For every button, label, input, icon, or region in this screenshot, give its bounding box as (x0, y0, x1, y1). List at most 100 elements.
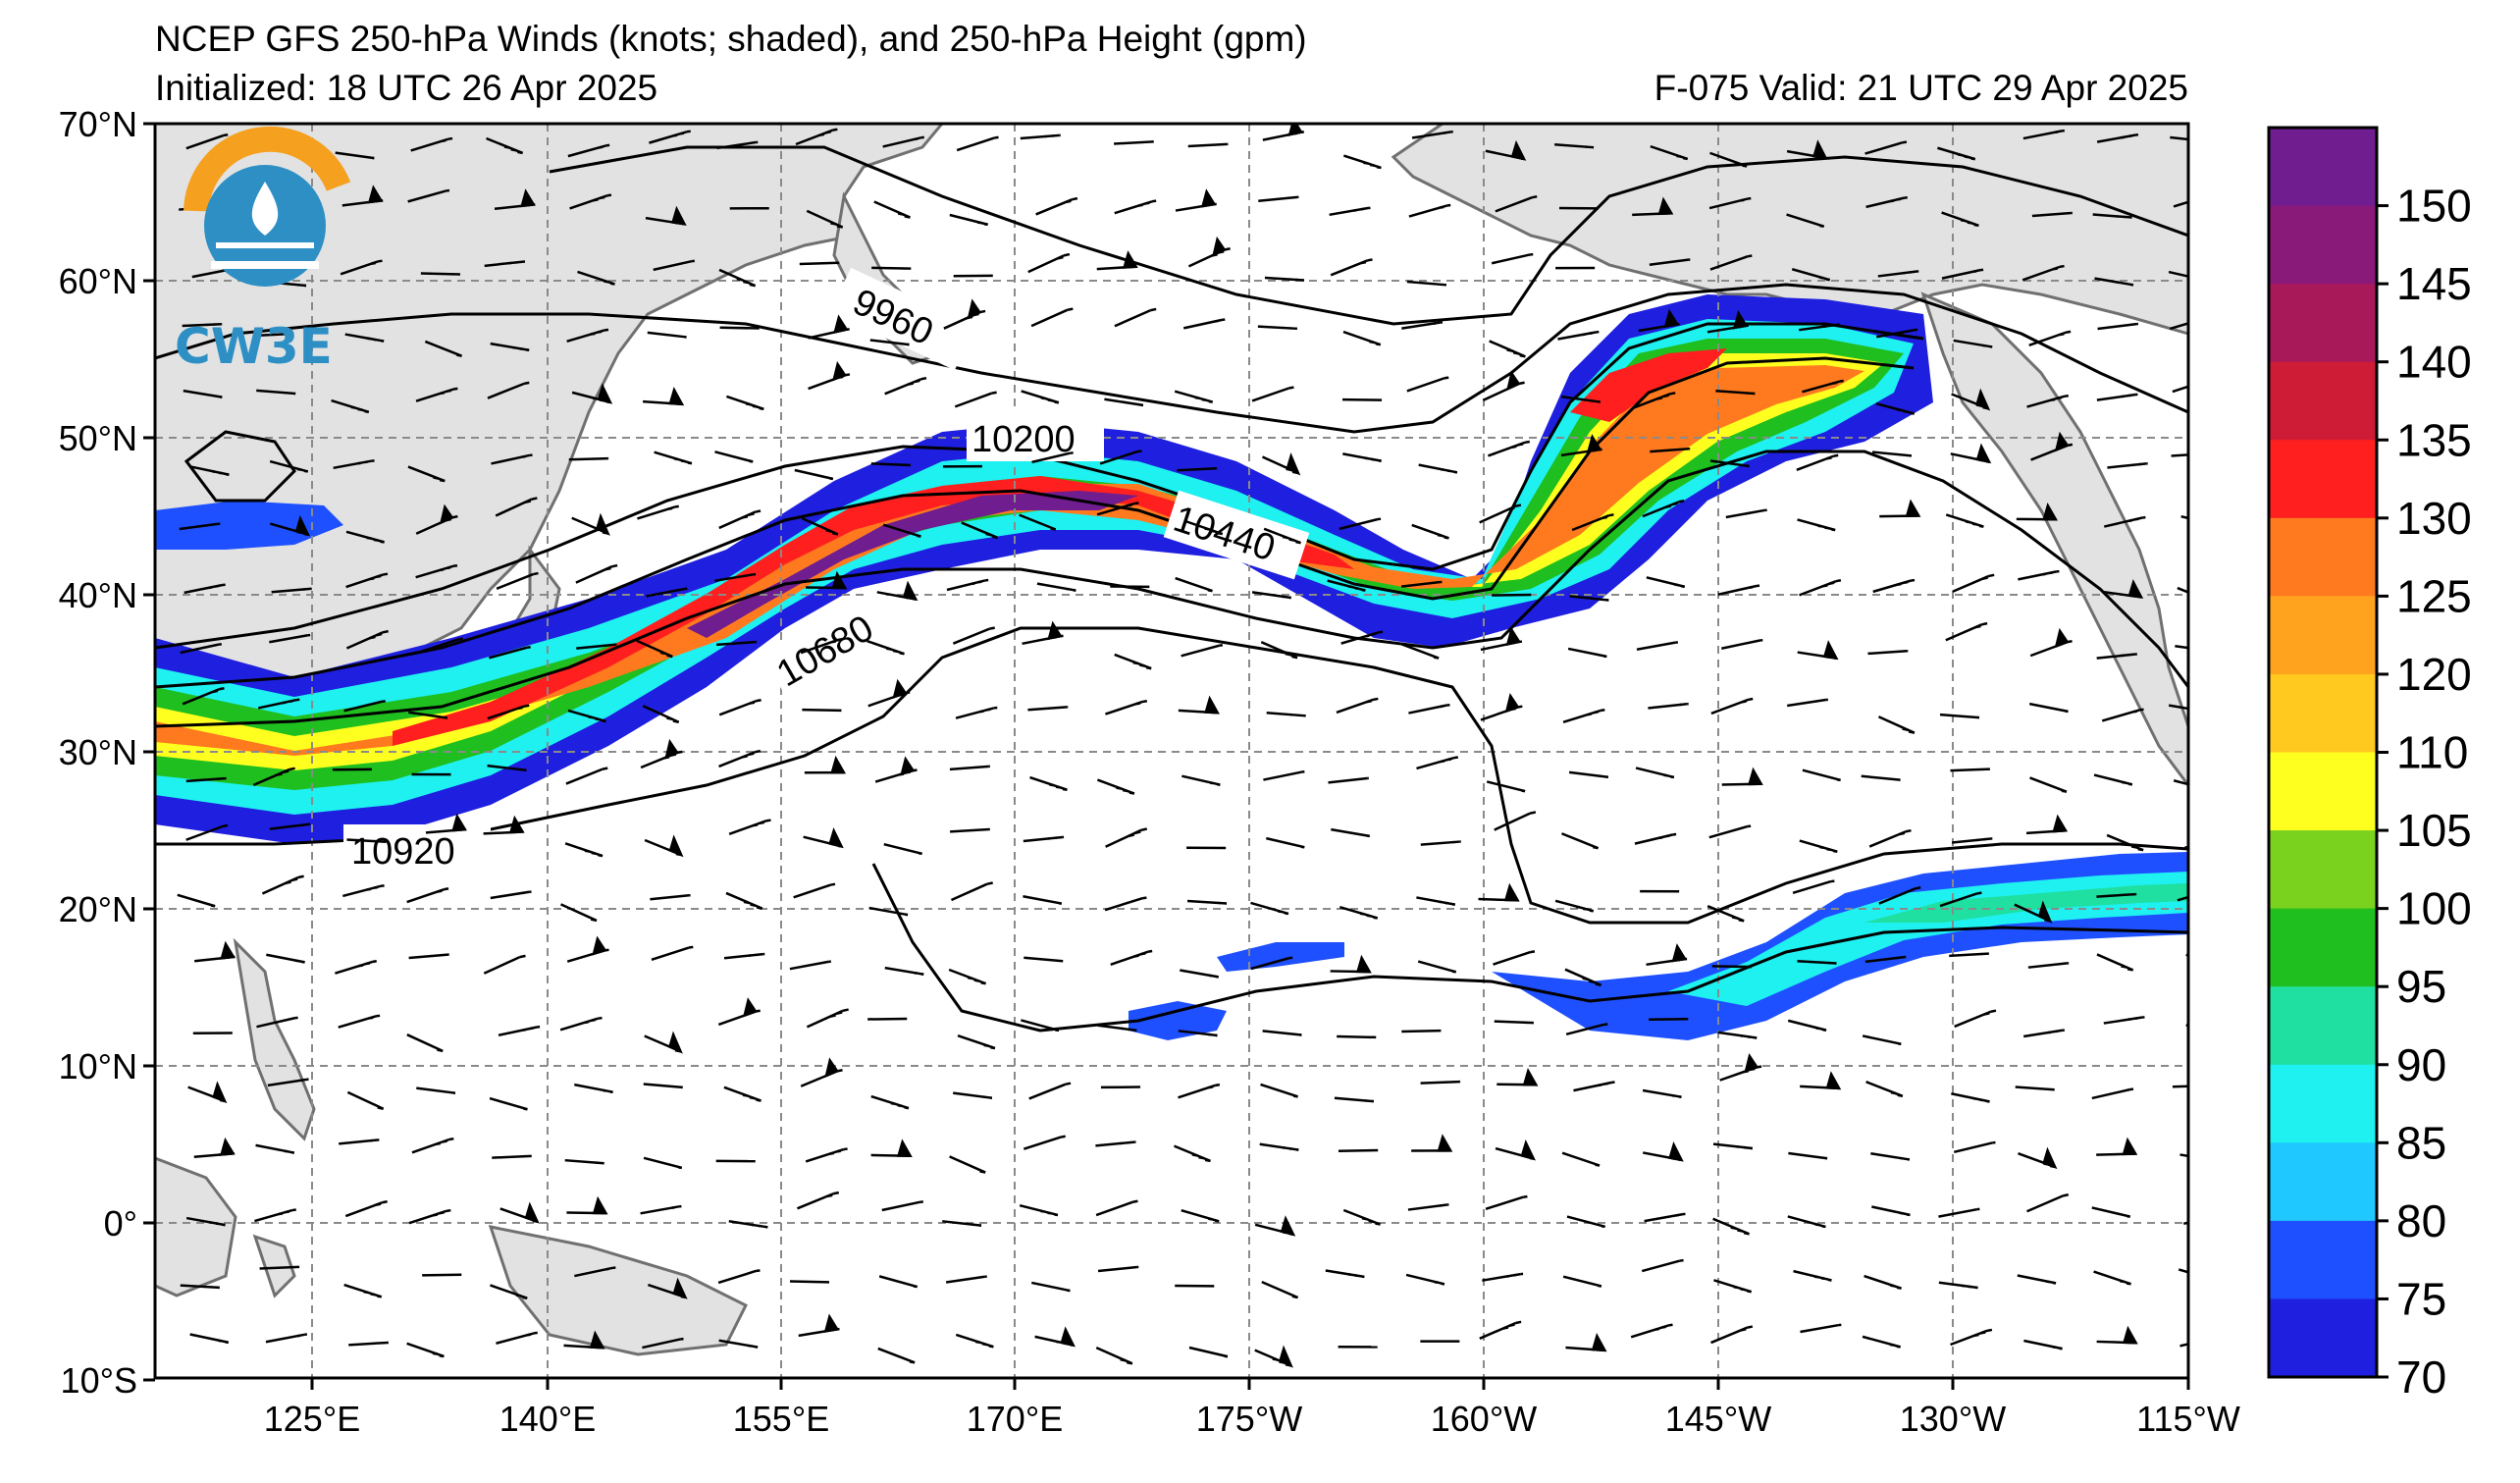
wind-barb (797, 1191, 840, 1210)
wind-barbs (177, 124, 2188, 1368)
wind-barb (1416, 896, 1455, 906)
wind-barb (1871, 450, 1912, 457)
lat-label: 10°N (59, 1046, 137, 1086)
wind-barb (1646, 943, 1688, 967)
wind-barb (1342, 330, 1382, 346)
map-area: 9960 10200 10440 10680 10920 (155, 124, 2188, 1378)
colorbar-swatch (2269, 752, 2377, 831)
contour-9960 (549, 145, 2188, 326)
wind-barb (2091, 1206, 2130, 1218)
wind-barb (566, 935, 609, 963)
graticule (155, 124, 2188, 1378)
wind-barb (723, 952, 765, 960)
wind-barb (1401, 321, 1444, 330)
wind-barb (1329, 206, 1371, 217)
wind-barb (257, 698, 300, 710)
wind-barb (1562, 709, 1605, 723)
wind-barb (1260, 641, 1298, 660)
wind-barb (1411, 1134, 1453, 1152)
wind-barb (1646, 576, 1686, 588)
wind-barb (1952, 573, 1995, 593)
wind-barb (340, 259, 383, 276)
wind-barb (949, 1155, 986, 1174)
wind-barb (718, 699, 761, 716)
wind-barb (1938, 1207, 1980, 1218)
wind-barb (1951, 388, 1991, 411)
wind-barb (2028, 330, 2072, 347)
wind-barb (1949, 952, 1989, 958)
contour-loop-west (184, 430, 296, 503)
wind-barb (1862, 1335, 1901, 1349)
colorbar-label: 95 (2396, 961, 2446, 1012)
wind-barb (1796, 453, 1839, 471)
contour-10680 (155, 450, 2188, 728)
initialized-time: Initialized: 18 UTC 26 Apr 2025 (155, 68, 658, 108)
wind-barb (1710, 697, 1754, 715)
wind-barb (1175, 188, 1217, 212)
wind-barb (1709, 254, 1753, 271)
wind-barb (1799, 323, 1840, 332)
wind-barb (1258, 195, 1299, 202)
jet-core-red-alaska (1570, 348, 1727, 422)
wind-barb (950, 881, 993, 902)
wind-barb (1327, 579, 1366, 592)
wind-barb (1328, 776, 1369, 784)
wind-barb (1636, 641, 1678, 652)
wind-barb (793, 882, 836, 899)
wind-barb (2023, 1339, 2063, 1351)
wind-barb (1336, 697, 1379, 715)
wind-barb (345, 629, 389, 650)
wind-barb (1642, 1088, 1682, 1098)
wind-barb (1706, 310, 1749, 334)
wind-barb (189, 465, 230, 476)
wind-barb (2178, 1268, 2188, 1274)
wind-barb (189, 1333, 230, 1344)
wind-barb (1937, 146, 1976, 161)
wind-barb (266, 953, 305, 964)
wind-barb (2171, 453, 2188, 457)
wind-barb (559, 1016, 603, 1032)
wind-barb (1642, 1141, 1684, 1162)
wind-barb (728, 819, 771, 835)
wind-barb (2021, 264, 2065, 282)
wind-barb (1864, 955, 1907, 964)
wind-barb (1188, 1346, 1229, 1358)
wind-barb (1027, 252, 1071, 274)
wind-barb (567, 709, 606, 723)
wind-barb (1877, 270, 1919, 278)
wind-barb (884, 966, 924, 976)
wind-barb (410, 136, 453, 152)
wind-barb (1401, 643, 1440, 660)
contour-10920 (155, 626, 2188, 925)
lon-label: 155°E (733, 1399, 829, 1439)
wind-barb (1325, 1269, 1365, 1279)
wind-barb (878, 1275, 919, 1289)
wind-barb (1638, 308, 1680, 333)
wind-barb (1342, 1208, 1382, 1226)
wind-barb (1642, 500, 1685, 518)
wind-barb (1495, 1139, 1536, 1161)
wind-barb (1633, 392, 1676, 409)
colorbar-swatch (2269, 517, 2377, 597)
wind-barb (806, 570, 848, 590)
wind-barb (564, 842, 604, 858)
wind-barb (259, 1265, 300, 1270)
wind-barb (1029, 775, 1068, 791)
wind-barb (571, 383, 613, 404)
wind-barb (1799, 579, 1842, 597)
colorbar-swatch (2269, 1142, 2377, 1222)
wind-barb (1719, 1052, 1762, 1082)
wind-barb (185, 133, 229, 150)
wind-barb (566, 1195, 608, 1215)
wind-barb (408, 711, 448, 719)
wind-barb (1097, 1265, 1139, 1273)
wind-barb (182, 323, 223, 328)
wind-barb (566, 328, 609, 344)
wind-barb (2170, 135, 2188, 141)
wind-barb (1479, 503, 1522, 524)
wind-barb (1096, 778, 1135, 795)
wind-barb (406, 1033, 444, 1053)
wind-barb (1330, 954, 1372, 974)
valid-time: F-075 Valid: 21 UTC 29 Apr 2025 (1654, 68, 2188, 108)
colorbar-label: 145 (2396, 258, 2472, 309)
